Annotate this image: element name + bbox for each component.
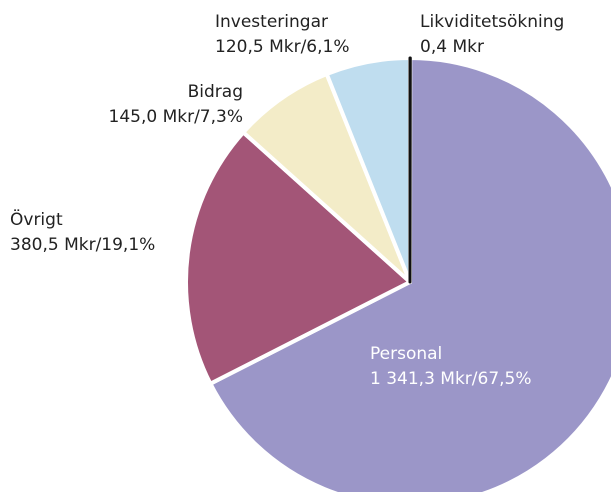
slice-label: Likviditetsökning: [420, 12, 564, 32]
slice-label: Övrigt: [10, 208, 63, 230]
slice-value-label: 120,5 Mkr/6,1%: [215, 37, 350, 57]
slice-value-label: 145,0 Mkr/7,3%: [109, 107, 244, 127]
pie-slice: [184, 130, 412, 386]
slice-label: Investeringar: [215, 12, 328, 32]
slice-label: Bidrag: [188, 82, 243, 102]
slice-value-label: 0,4 Mkr: [420, 37, 484, 57]
slice-value-label: 380,5 Mkr/19,1%: [10, 235, 155, 255]
slice-label: Personal: [370, 344, 442, 364]
slice-value-label: 1 341,3 Mkr/67,5%: [370, 369, 532, 389]
